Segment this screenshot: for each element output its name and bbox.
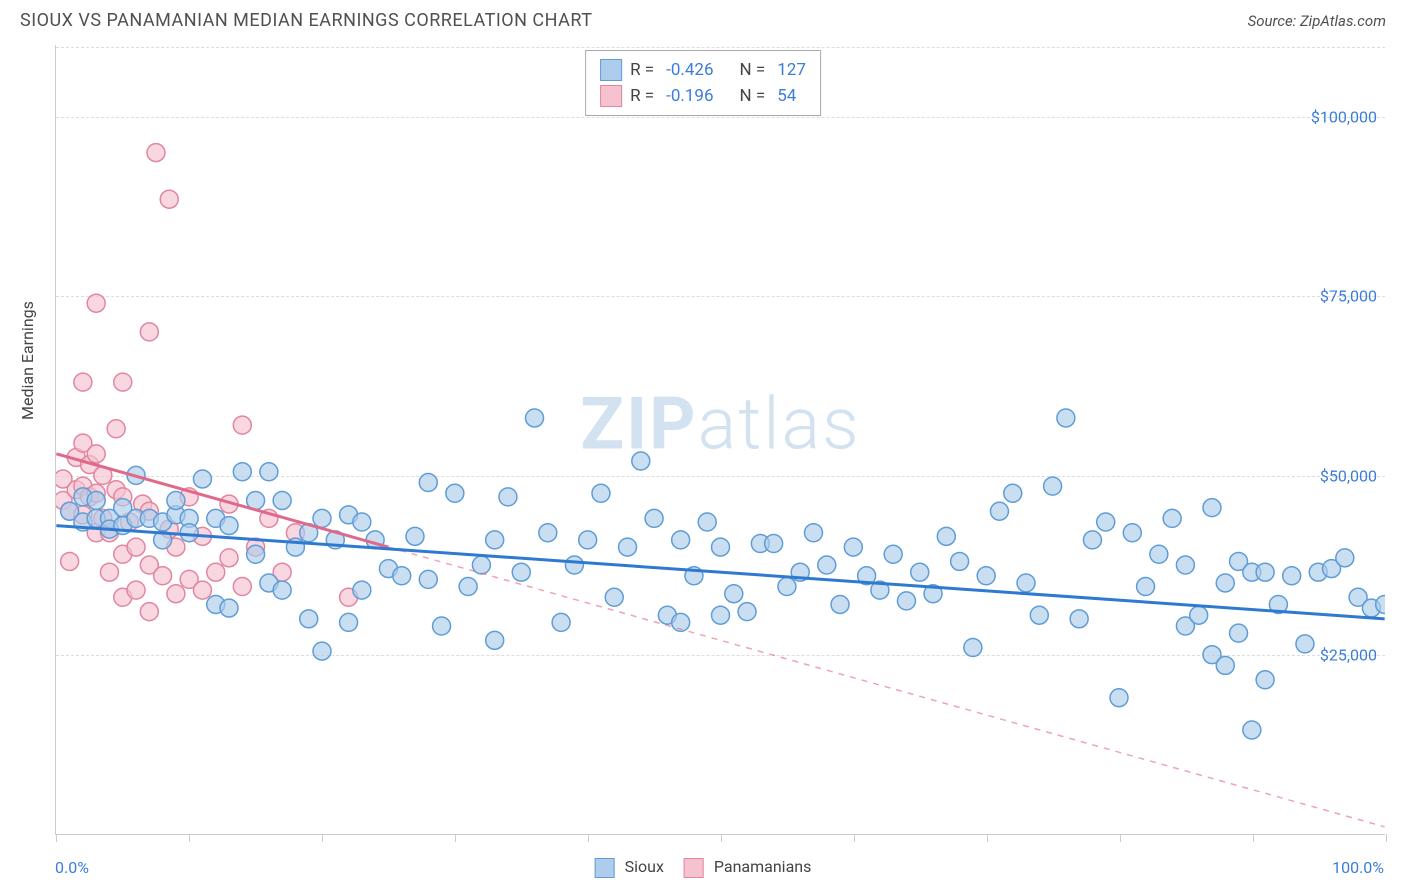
y-axis-title: Median Earnings [18,301,37,420]
r-label: R = [630,60,654,80]
n-label: N = [740,60,766,80]
scatter-plot-svg [56,45,1385,834]
n-value: 127 [777,60,806,80]
swatch-sioux-icon [595,858,615,878]
legend-label: Panamanians [714,857,812,876]
legend-item-panamanian: Panamanians [684,857,811,878]
stats-legend-row-sioux: R = -0.426 N = 127 [600,57,806,83]
n-value: 54 [777,86,796,106]
swatch-panamanian-icon [600,85,622,107]
n-label: N = [740,86,766,106]
swatch-panamanian-icon [684,858,704,878]
swatch-sioux-icon [600,59,622,81]
chart-title: SIOUX VS PANAMANIAN MEDIAN EARNINGS CORR… [20,10,593,31]
stats-legend-row-panamanian: R = -0.196 N = 54 [600,83,806,109]
series-legend: Sioux Panamanians [595,857,812,878]
r-value: -0.426 [666,60,713,80]
stats-legend: R = -0.426 N = 127 R = -0.196 N = 54 [585,50,821,116]
source-label: Source: ZipAtlas.com [1248,12,1386,30]
legend-item-sioux: Sioux [595,857,664,878]
r-value: -0.196 [666,86,713,106]
legend-label: Sioux [625,857,664,876]
r-label: R = [630,86,654,106]
x-axis-min-label: 0.0% [55,858,89,877]
chart-plot-area: ZIPatlas $25,000$50,000$75,000$100,000 [55,45,1385,835]
x-axis-max-label: 100.0% [1332,858,1384,877]
